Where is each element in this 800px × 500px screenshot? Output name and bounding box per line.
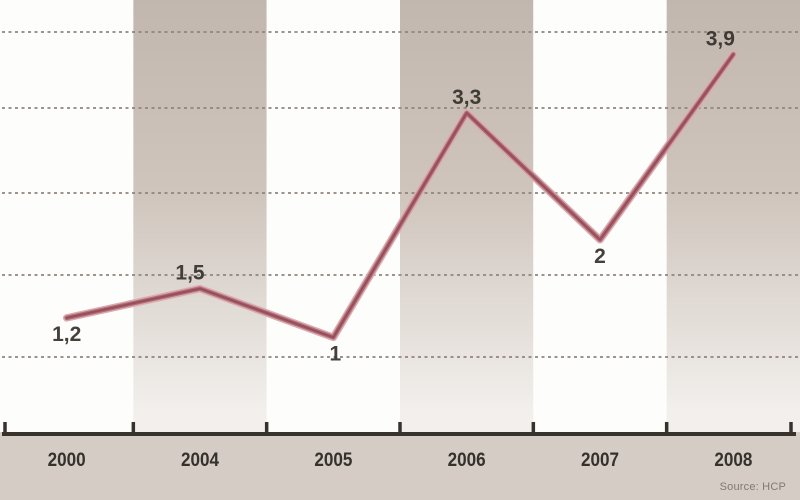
band-2007 [533, 0, 667, 432]
band-2004 [133, 0, 267, 432]
x-axis-labels: 2000 2004 2005 2006 2007 2008 [48, 450, 753, 471]
source-credit: Source: HCP [719, 481, 786, 493]
point-label-2006: 3,3 [452, 86, 481, 109]
below-axis-area [0, 432, 800, 500]
background-bands [0, 0, 800, 432]
gridlines [2, 31, 798, 358]
x-axis [2, 422, 796, 436]
band-2008 [666, 0, 800, 432]
point-label-2005: 1 [329, 342, 341, 365]
band-2005 [266, 0, 400, 432]
x-tick-label-2004: 2004 [181, 450, 219, 471]
band-2006 [400, 0, 534, 432]
x-tick-label-2008: 2008 [714, 450, 752, 471]
x-tick-label-2000: 2000 [48, 450, 86, 471]
data-line-core [65, 53, 735, 339]
band-2000 [0, 0, 134, 432]
point-labels: 1,2 1,5 1 3,3 2 3,9 [52, 27, 735, 365]
point-label-2004: 1,5 [175, 262, 205, 285]
point-label-2008: 3,9 [706, 27, 735, 50]
point-label-2000: 1,2 [52, 323, 81, 346]
point-label-2007: 2 [594, 245, 606, 268]
x-tick-label-2005: 2005 [314, 450, 352, 471]
x-tick-label-2006: 2006 [448, 450, 486, 471]
data-line [62, 50, 738, 342]
x-tick-label-2007: 2007 [581, 450, 619, 471]
